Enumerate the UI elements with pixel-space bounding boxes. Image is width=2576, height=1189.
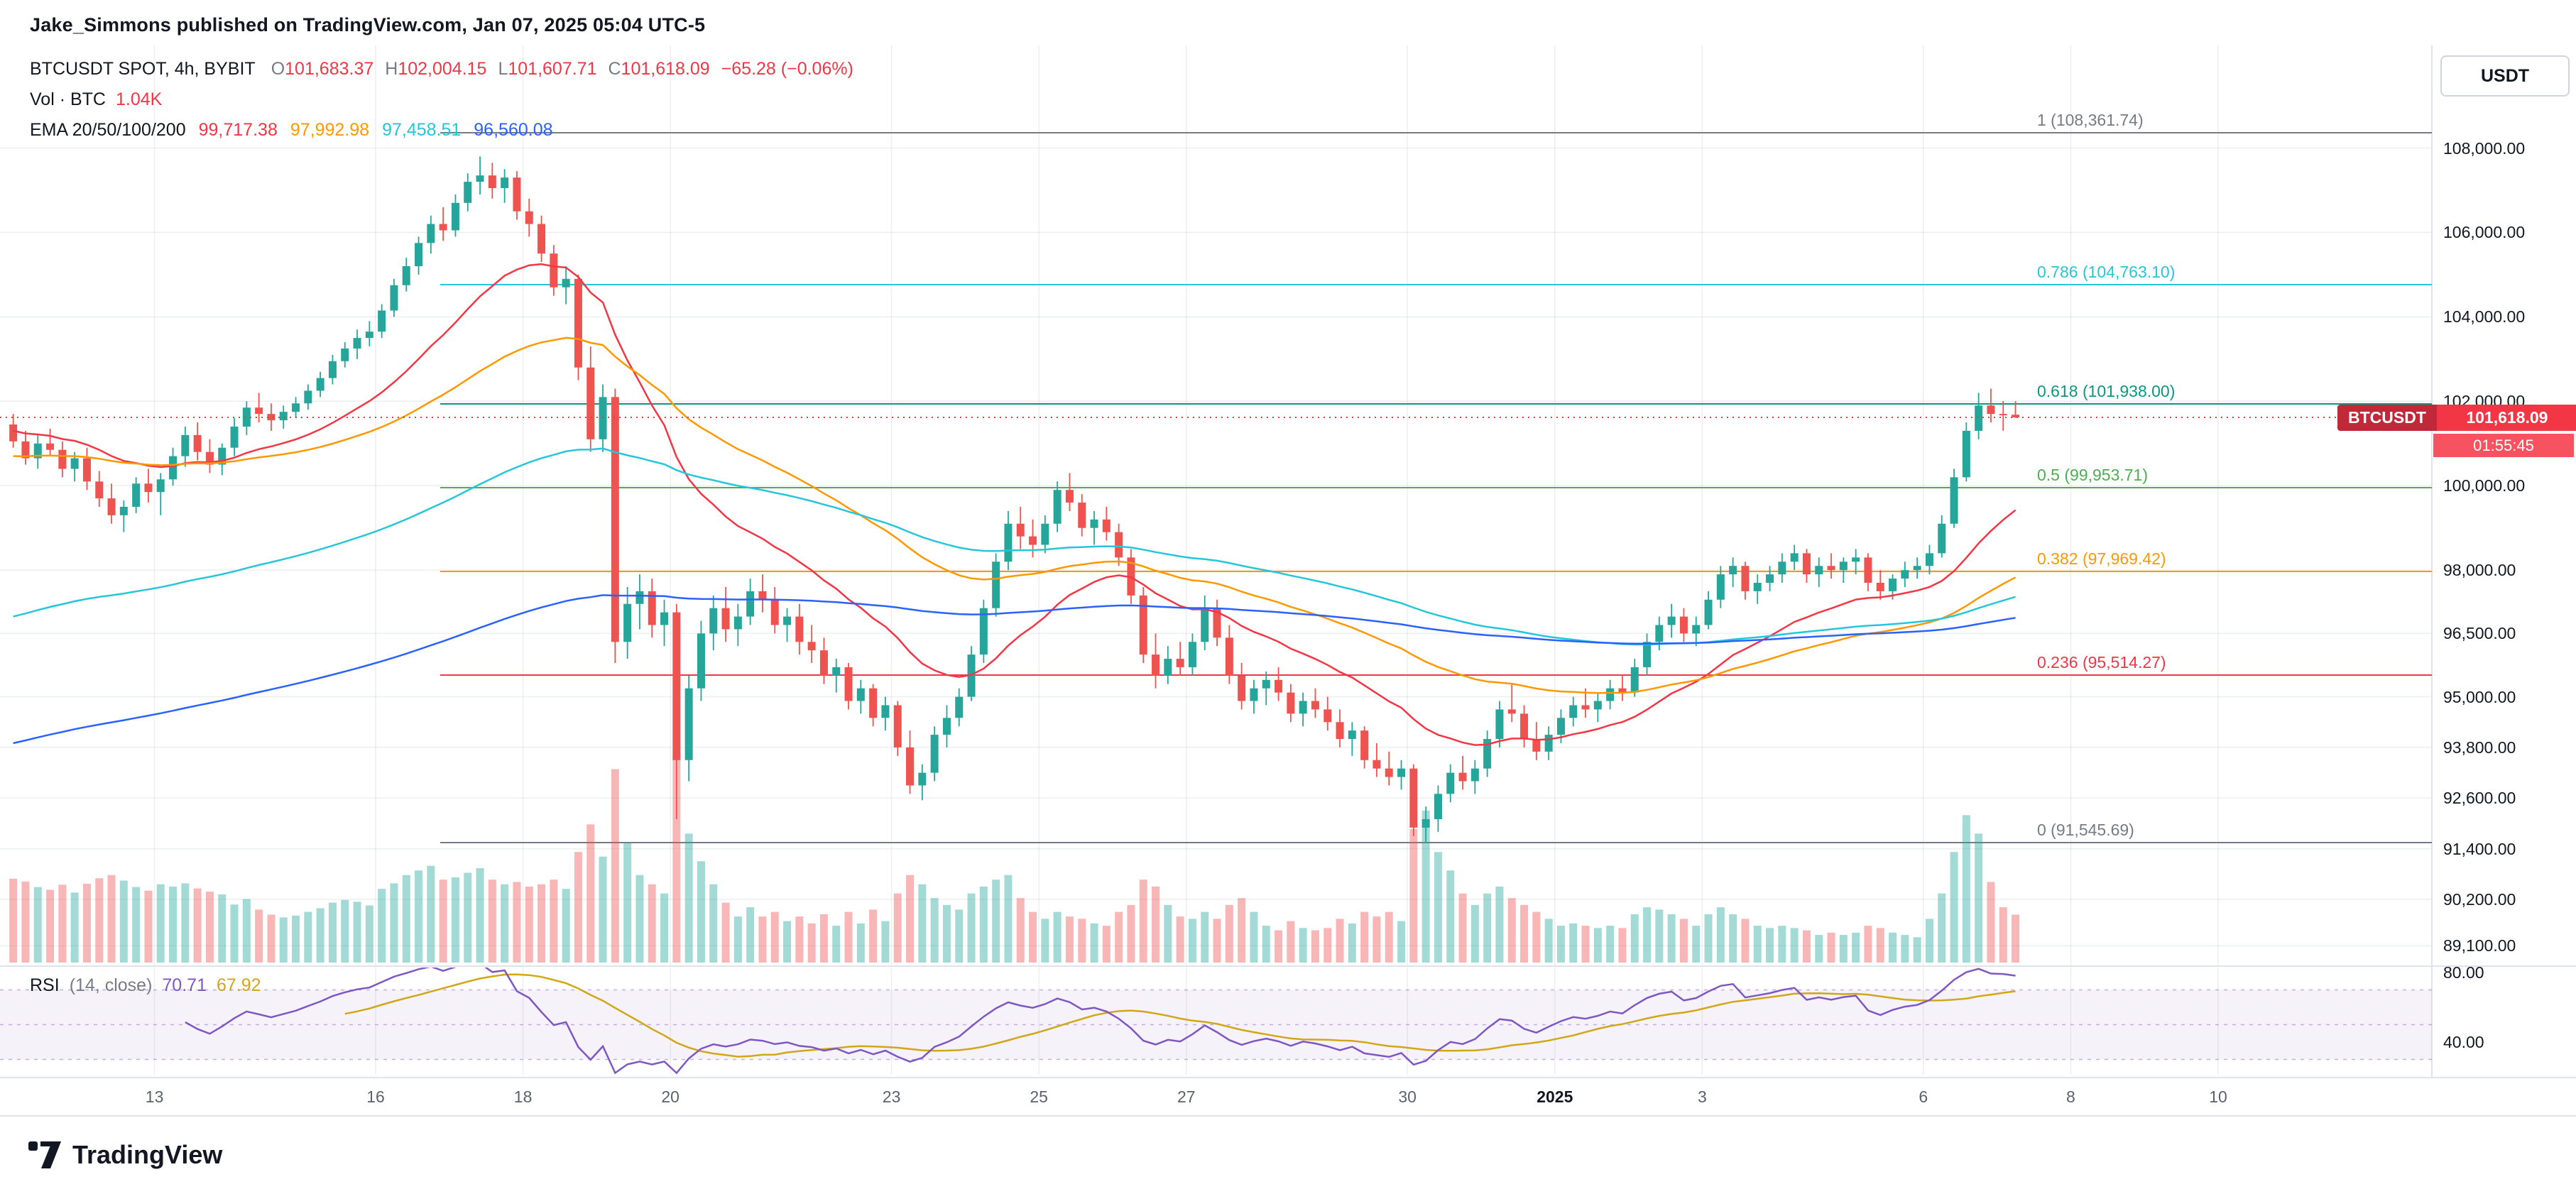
time-axis-label: 30: [1398, 1087, 1417, 1106]
time-axis-label: 20: [661, 1087, 680, 1106]
tradingview-wordmark[interactable]: TradingView: [72, 1140, 223, 1169]
fib-retracement-lines: [440, 131, 2432, 843]
time-axis-label: 18: [513, 1087, 533, 1106]
price-axis-label: 90,200.00: [2443, 890, 2516, 909]
volume-series: [9, 755, 2020, 963]
time-axis-label: 10: [2209, 1087, 2227, 1106]
rsi-ma-value: 67.92: [216, 975, 261, 995]
price-axis-label: 100,000.00: [2443, 476, 2526, 495]
badge-price: 101,618.09: [2436, 405, 2576, 431]
change-value: −65.28 (−0.06%): [721, 59, 853, 79]
tradingview-logo-icon[interactable]: [28, 1140, 61, 1170]
ohlc-close-value: 101,618.09: [621, 59, 710, 79]
ema-200-line: [13, 594, 2016, 745]
ohlc-open-value: 101,683.37: [285, 59, 374, 79]
ema-20-line: [13, 263, 2016, 746]
price-axis-label: 108,000.00: [2443, 138, 2526, 158]
rsi-params: (14, close): [69, 975, 153, 995]
volume-legend-row[interactable]: Vol · BTC 1.04K: [30, 89, 853, 110]
ema-legend-row[interactable]: EMA 20/50/100/200 99,717.38 97,992.98 97…: [30, 119, 853, 141]
ema-label: EMA 20/50/100/200: [30, 120, 186, 140]
legend-block: BTCUSDT SPOT, 4h, BYBIT O 101,683.37 H 102…: [30, 58, 853, 141]
ohlc-low-value: 101,607.71: [508, 59, 597, 79]
last-price-badge: BTCUSDT 101,618.09: [2337, 405, 2576, 431]
time-axis-label: 2025: [1537, 1087, 1573, 1106]
rsi-axis-label: 40.00: [2443, 1033, 2484, 1051]
ema-50-line: [13, 336, 2016, 694]
grid-lines: [0, 45, 2432, 1075]
volume-value: 1.04K: [115, 89, 163, 109]
rsi-value: 70.71: [162, 975, 207, 995]
badge-symbol: BTCUSDT: [2337, 405, 2437, 431]
rsi-ma-line: [344, 973, 2016, 1058]
ema-50-value: 97,992.98: [290, 120, 370, 140]
rsi-legend-row[interactable]: RSI (14, close) 70.71 67.92: [30, 975, 261, 996]
countdown-badge: 01:55:45: [2433, 434, 2574, 457]
time-axis-label: 3: [1697, 1087, 1707, 1106]
ohlc-high-value: 102,004.15: [398, 59, 487, 79]
ema-20-value: 99,717.38: [198, 120, 278, 140]
fib-level-label: 1 (108,361.74): [2037, 110, 2144, 129]
price-axis-label: 104,000.00: [2443, 307, 2526, 327]
currency-unit-button[interactable]: USDT: [2440, 55, 2570, 97]
time-axis-label: 13: [145, 1087, 164, 1106]
price-scale[interactable]: 108,000.00 106,000.00 104,000.00 102,000.00…: [2443, 0, 2576, 1189]
time-axis-label: 23: [882, 1087, 901, 1106]
fib-level-label: 0 (91,545.69): [2037, 820, 2134, 839]
fib-level-label: 0.786 (104,763.10): [2037, 262, 2176, 281]
price-axis-label: 106,000.00: [2443, 223, 2526, 242]
rsi-line: [185, 968, 2016, 1075]
rsi-label: RSI: [30, 975, 60, 995]
price-axis-label: 91,400.00: [2443, 839, 2516, 858]
fib-level-label: 0.382 (97,969.42): [2037, 549, 2166, 568]
price-axis-label: 98,000.00: [2443, 561, 2516, 580]
time-axis-label: 16: [366, 1087, 385, 1106]
symbol-legend-row[interactable]: BTCUSDT SPOT, 4h, BYBIT O 101,683.37 H 102…: [30, 58, 853, 80]
candlestick-series: [9, 156, 2020, 843]
time-axis-label: 25: [1030, 1087, 1048, 1106]
footer: TradingView: [28, 1140, 222, 1170]
rsi-band: [0, 990, 2432, 1060]
time-axis-label: 8: [2065, 1087, 2075, 1106]
ohlc-high-label: H: [385, 59, 398, 79]
price-axis-label: 96,500.00: [2443, 624, 2516, 643]
time-axis-label: 27: [1177, 1087, 1196, 1106]
ema-100-value: 97,458.51: [382, 120, 462, 140]
ohlc-low-label: L: [498, 59, 508, 79]
publish-header: Jake_Simmons published on TradingView.co…: [30, 14, 706, 35]
time-axis-label: 6: [1919, 1087, 1928, 1106]
rsi-axis-label: 80.00: [2443, 963, 2484, 982]
symbol-title: BTCUSDT SPOT, 4h, BYBIT: [30, 59, 256, 79]
fib-level-label: 0.5 (99,953.71): [2037, 465, 2149, 484]
pane-separators: [0, 45, 2576, 1117]
ohlc-open-label: O: [271, 59, 285, 79]
price-axis-label: 92,600.00: [2443, 789, 2516, 808]
price-axis-label: 95,000.00: [2443, 687, 2516, 706]
volume-label: Vol · BTC: [30, 89, 106, 109]
fib-level-label: 0.618 (101,938.00): [2037, 381, 2176, 400]
ohlc-close-label: C: [608, 59, 621, 79]
ema-100-line: [13, 447, 2016, 646]
time-scale[interactable]: 13 16 18 20 23 25 27 30 2025 3 6 8 10: [0, 1083, 2576, 1114]
ema-200-value: 96,560.08: [474, 120, 553, 140]
price-axis-label: 93,800.00: [2443, 738, 2516, 757]
fib-level-label: 0.236 (95,514.27): [2037, 652, 2166, 672]
price-axis-label: 89,100.00: [2443, 936, 2516, 955]
